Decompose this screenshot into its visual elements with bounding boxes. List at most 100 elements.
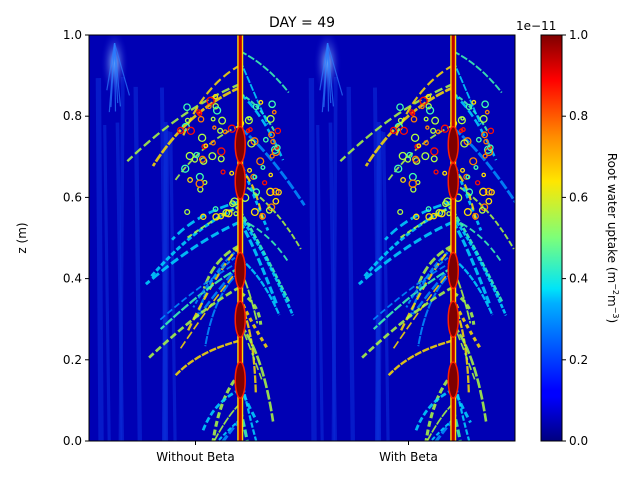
lateral-root: [216, 418, 241, 441]
uptake-speckle: [212, 106, 222, 115]
uptake-speckle: [487, 127, 495, 135]
lateral-root: [415, 243, 454, 290]
uptake-speckle: [481, 131, 489, 139]
source-root: [326, 42, 344, 96]
uptake-speckle: [478, 206, 486, 214]
uptake-speckle: [425, 125, 430, 130]
uptake-speckle: [440, 124, 450, 133]
uptake-speckle: [484, 187, 493, 196]
colorbar-tick-label: 0.6: [569, 190, 588, 204]
uptake-speckle: [210, 116, 216, 122]
uptake-speckle: [483, 138, 489, 145]
uptake-speckle: [474, 180, 481, 186]
uptake-speckle: [430, 127, 437, 134]
y-tick-label: 0.8: [63, 109, 82, 123]
uptake-speckle: [487, 144, 494, 152]
uptake-speckle: [197, 133, 207, 143]
uptake-speckle: [270, 138, 276, 145]
y-axis-label: z (m): [15, 222, 29, 253]
uptake-speckle: [252, 174, 258, 180]
lateral-root: [452, 358, 471, 441]
uptake-speckle: [397, 208, 404, 216]
uptake-speckle: [268, 172, 274, 178]
uptake-speckle: [475, 136, 482, 143]
lateral-root: [452, 50, 503, 94]
uptake-speckle: [210, 140, 216, 146]
lateral-root: [357, 220, 454, 286]
lateral-root: [239, 127, 306, 206]
uptake-speckle: [269, 153, 275, 159]
uptake-speckle: [479, 187, 488, 197]
lateral-root: [387, 339, 454, 377]
lateral-root: [158, 260, 241, 322]
lateral-root: [426, 402, 454, 441]
background-streak: [316, 125, 324, 441]
uptake-speckle: [212, 206, 219, 212]
background-streak: [103, 125, 111, 441]
lateral-root: [182, 64, 241, 136]
uptake-speckle: [217, 155, 225, 163]
uptake-speckle: [274, 144, 281, 152]
uptake-speckle: [195, 179, 205, 188]
uptake-hotspot: [447, 162, 459, 200]
uptake-speckle: [250, 173, 257, 180]
uptake-speckle: [261, 180, 268, 186]
heatmap-panel: [95, 35, 306, 441]
uptake-speckle: [218, 116, 227, 125]
uptake-speckle: [460, 139, 469, 148]
uptake-speckle: [275, 189, 282, 196]
uptake-speckle: [187, 177, 193, 183]
y-tick-label: 0.6: [63, 190, 82, 204]
lateral-root: [239, 323, 275, 422]
uptake-speckle: [399, 126, 409, 136]
uptake-speckle: [266, 187, 275, 197]
source-root: [106, 43, 116, 91]
uptake-hotspot: [447, 361, 459, 399]
uptake-speckle: [245, 128, 251, 134]
uptake-speckle: [413, 213, 420, 220]
uptake-speckle: [463, 208, 472, 217]
y-tick-label: 0.2: [63, 353, 82, 367]
uptake-speckle: [268, 131, 276, 139]
uptake-speckle: [430, 212, 438, 220]
uptake-speckle: [442, 170, 448, 176]
colorbar-label: Root water uptake (m−2m−3): [605, 153, 620, 323]
uptake-speckle: [260, 164, 266, 170]
uptake-speckle: [419, 103, 425, 110]
uptake-speckle: [227, 124, 237, 133]
uptake-speckle: [431, 116, 440, 125]
lateral-root: [144, 220, 241, 286]
uptake-speckle: [425, 213, 433, 221]
lateral-root: [239, 92, 276, 133]
uptake-speckle: [186, 126, 196, 136]
uptake-speckle: [410, 110, 416, 117]
uptake-speckle: [177, 126, 185, 135]
uptake-speckle: [425, 206, 432, 212]
colorbar: [540, 34, 563, 442]
colorbar-offset: 1e−11: [516, 19, 556, 33]
uptake-speckle: [224, 209, 233, 218]
lateral-root: [452, 92, 489, 133]
uptake-speckle: [437, 209, 446, 218]
uptake-speckle: [482, 153, 488, 159]
uptake-speckle: [184, 208, 191, 216]
lateral-root: [452, 323, 488, 422]
uptake-speckle: [410, 115, 418, 123]
uptake-speckle: [262, 136, 269, 143]
lateral-root: [339, 82, 454, 163]
uptake-speckle: [408, 179, 418, 188]
background-streak: [133, 86, 142, 441]
uptake-speckle: [212, 125, 217, 130]
uptake-speckle: [217, 147, 226, 156]
uptake-speckle: [212, 93, 219, 100]
source-root: [113, 43, 119, 104]
uptake-speckle: [197, 115, 205, 123]
colorbar-tick-label: 0.4: [569, 272, 588, 286]
uptake-speckle: [423, 140, 429, 146]
uptake-speckle: [481, 172, 487, 178]
uptake-speckle: [258, 99, 264, 105]
uptake-hotspot: [447, 125, 459, 164]
colorbar-tick-label: 1.0: [569, 28, 588, 42]
uptake-speckle: [266, 114, 275, 123]
lateral-root: [238, 160, 270, 231]
